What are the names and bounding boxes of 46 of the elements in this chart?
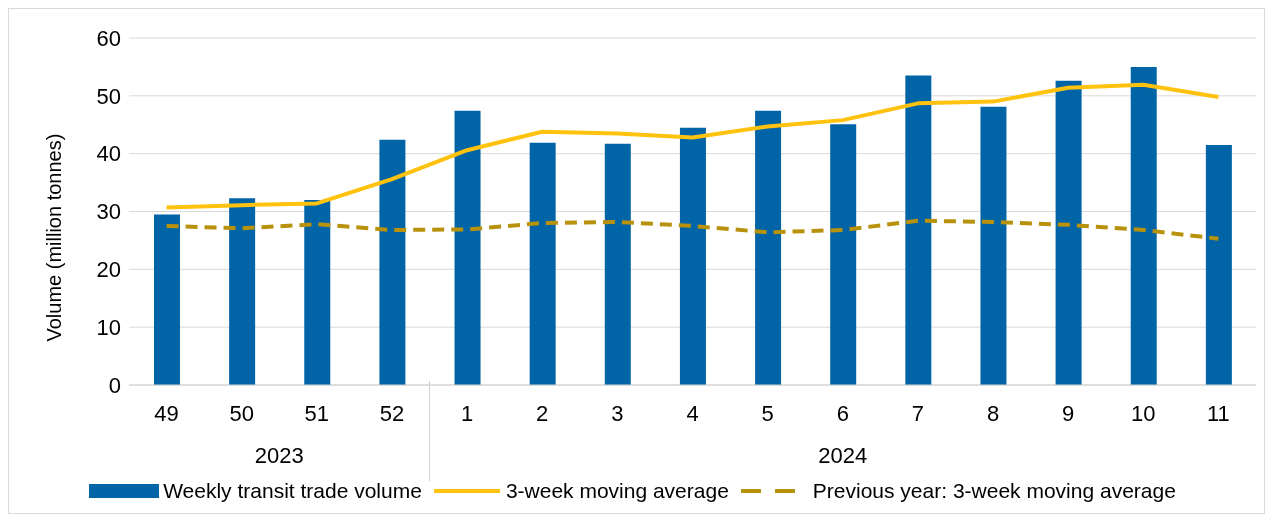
y-tick-label: 10 — [96, 314, 121, 340]
line-series — [164, 82, 1221, 210]
bar — [980, 106, 1007, 385]
legend-label: 3-week moving average — [505, 479, 729, 503]
x-tick-label: 6 — [836, 400, 849, 426]
y-tick-label: 0 — [108, 372, 121, 398]
y-tick-label: 50 — [96, 83, 121, 109]
x-tick-label: 7 — [911, 400, 925, 426]
x-tick-label: 51 — [304, 400, 330, 426]
x-tick-label: 3 — [611, 400, 624, 426]
bar — [1130, 66, 1157, 385]
x-tick-label: 8 — [986, 400, 1000, 426]
bar — [304, 199, 331, 385]
bar — [454, 110, 481, 385]
bar — [379, 139, 406, 385]
y-tick-label: 60 — [96, 25, 121, 51]
x-tick-label: 1 — [460, 400, 474, 426]
x-tick-label: 10 — [1131, 400, 1156, 426]
bar — [905, 75, 932, 385]
bar — [679, 127, 706, 385]
x-tick-label: 9 — [1062, 400, 1075, 426]
bar — [604, 143, 631, 385]
x-tick-label: 2 — [536, 400, 549, 426]
x-tick-label: 52 — [379, 400, 405, 426]
y-tick-label: 40 — [96, 141, 121, 167]
legend-label: Previous year: 3-week moving average — [812, 479, 1176, 503]
chart-frame: Weekly transit trade volume 3-week moving average Previous year: 3-week moving average 49 50 51 52 1 2 3 4 5 6 7 8 9 10 11 2023 2024 0 10 20 30 40 50 60 Volume (million tonnes) — [8, 8, 1265, 514]
bar — [755, 110, 782, 385]
x-tick-label: 11 — [1207, 400, 1230, 426]
x-tick-label: 49 — [154, 400, 179, 426]
line-series — [164, 218, 1221, 241]
bar — [1205, 144, 1232, 385]
text: 2024 — [818, 443, 868, 468]
x-tick-label: 5 — [761, 400, 774, 426]
y-tick-label: 30 — [96, 199, 121, 225]
y-axis-title: Volume (million tonnes) — [43, 133, 66, 342]
bar — [1055, 80, 1082, 385]
y-tick-label: 20 — [96, 257, 121, 283]
x-tick-label: 4 — [686, 400, 699, 426]
legend-label: Weekly transit trade volume — [163, 479, 422, 503]
bar — [529, 142, 556, 385]
bar — [830, 124, 857, 385]
text: 2023 — [254, 443, 304, 468]
x-tick-label: 50 — [229, 400, 254, 426]
bar — [154, 214, 180, 385]
bar — [229, 198, 256, 385]
